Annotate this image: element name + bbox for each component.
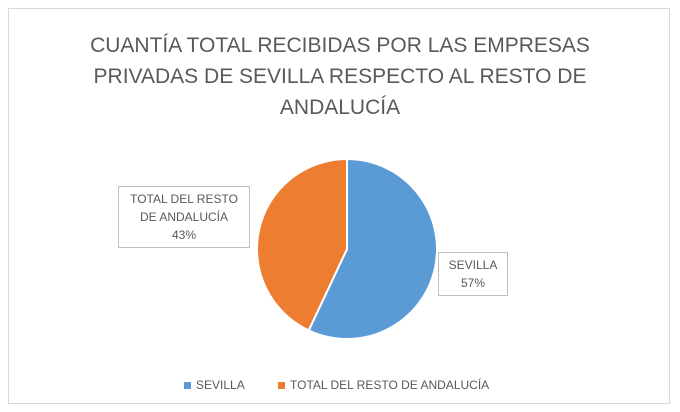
legend-entry: SEVILLA <box>184 378 245 392</box>
data-label-value: 43% <box>171 228 197 242</box>
data-label: TOTAL DEL RESTO DE ANDALUCÍA 43% <box>118 186 250 248</box>
data-label-value: 57% <box>460 276 486 290</box>
data-label-category: TOTAL DEL RESTO DE ANDALUCÍA <box>130 192 238 224</box>
chart-title: CUANTÍA TOTAL RECIBIDAS POR LAS EMPRESAS… <box>90 34 590 119</box>
data-label-category: SEVILLA <box>448 258 498 272</box>
pie-slice <box>307 157 439 340</box>
chart-frame <box>8 8 670 404</box>
legend-label: TOTAL DEL RESTO DE ANDALUCÍA <box>290 378 490 392</box>
legend-entry: TOTAL DEL RESTO DE ANDALUCÍA <box>278 378 489 392</box>
legend-swatch <box>184 381 191 389</box>
legend-label: SEVILLA <box>196 378 245 392</box>
legend-swatch <box>278 381 285 389</box>
pie-slice <box>256 157 348 332</box>
data-label: SEVILLA 57% <box>438 252 508 296</box>
